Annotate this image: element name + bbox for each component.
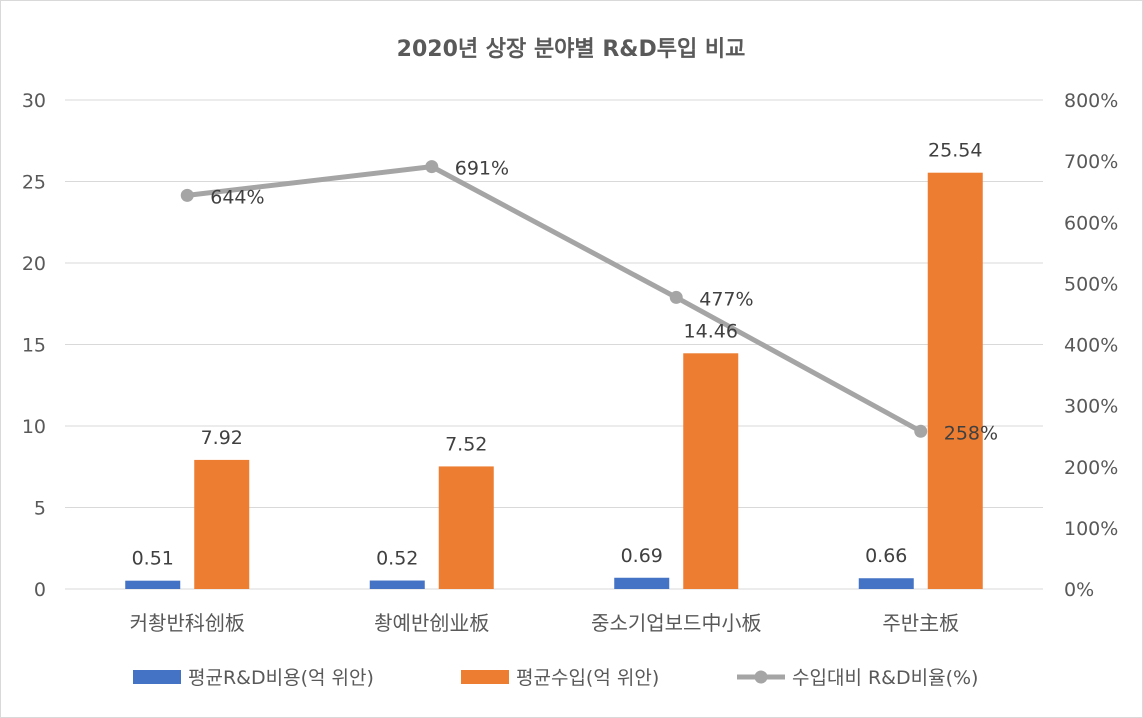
category-label: 촹예반创业板 [374,611,489,635]
line-marker [180,188,194,202]
legend-label: 평균수입(억 위안) [516,667,659,689]
bar [125,580,181,589]
line-marker [425,160,439,174]
bar [858,578,914,589]
legend-marker [754,670,768,684]
left-tick-label: 15 [22,335,46,357]
bar-value-label: 0.52 [376,548,418,570]
ratio-line-path [186,164,922,434]
left-axis-ticks: 0 5 10 15 20 25 30 [22,90,46,601]
data-labels: 0.51 0.52 0.69 0.66 7.92 7.52 14.46 25.54 644% 69… [132,140,998,570]
right-tick-label: 400% [1064,335,1118,357]
bar [614,577,670,589]
bar [927,172,983,589]
right-tick-label: 200% [1064,457,1118,479]
bar [194,459,250,589]
bar [683,353,739,589]
left-tick-label: 25 [22,172,46,194]
line-value-label: 691% [455,158,509,180]
line-marker [914,424,928,438]
line-marker [669,290,683,304]
right-tick-label: 600% [1064,212,1118,234]
bar-value-label: 14.46 [684,320,738,342]
right-tick-label: 700% [1064,151,1118,173]
right-tick-label: 800% [1064,90,1118,112]
bar [438,466,494,589]
chart-title: 2020년 상장 분야별 R&D투입 비교 [397,37,746,62]
line-value-label: 477% [699,288,753,310]
legend-swatch [133,670,181,684]
legend-label: 수입대비 R&D비율(%) [792,667,978,689]
left-tick-label: 10 [22,416,46,438]
right-tick-label: 100% [1064,518,1118,540]
bar-value-label: 7.52 [445,433,487,455]
bar [369,580,425,589]
legend-swatch [461,670,509,684]
category-label: 커촹반科创板 [130,611,245,635]
line-value-label: 644% [210,186,264,208]
bar-value-label: 25.54 [928,140,982,162]
bar-value-label: 0.51 [132,548,174,570]
bar-value-label: 0.66 [865,545,907,567]
left-tick-label: 30 [22,90,46,112]
right-tick-label: 500% [1064,273,1118,295]
bars [125,172,983,589]
ratio-line [180,160,928,438]
bar-value-label: 0.69 [621,545,663,567]
left-tick-label: 20 [22,253,46,275]
category-labels: 커촹반科创板 촹예반创业板 중소기업보드中小板 주반主板 [130,611,960,635]
legend-label: 평균R&D비용(억 위안) [188,667,374,689]
legend: 평균R&D비용(억 위안) 평균수입(억 위안) 수입대비 R&D비율(%) [133,667,978,689]
right-tick-label: 300% [1064,396,1118,418]
left-tick-label: 5 [34,498,46,520]
category-label: 주반主板 [882,611,959,635]
right-tick-label: 0% [1064,579,1094,601]
left-tick-label: 0 [34,579,46,601]
right-axis-ticks: 0% 100% 200% 300% 400% 500% 600% 700% 800% [1064,90,1118,601]
category-label: 중소기업보드中小板 [591,611,761,635]
bar-value-label: 7.92 [201,427,243,449]
line-value-label: 258% [944,422,998,444]
